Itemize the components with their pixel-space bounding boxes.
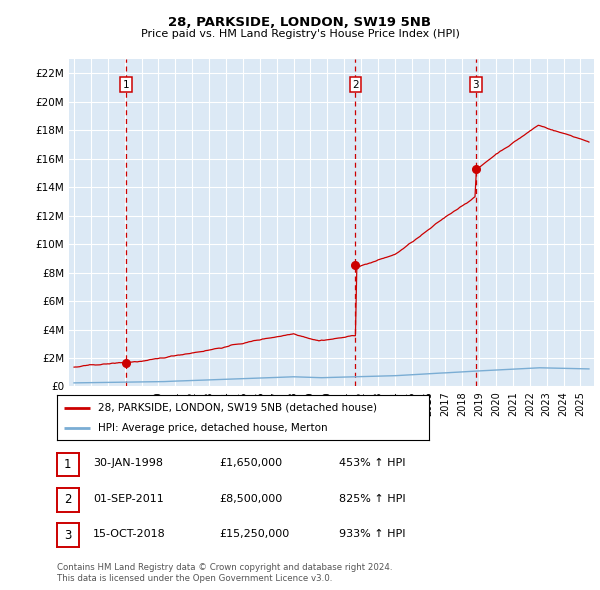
Text: £1,650,000: £1,650,000	[219, 458, 282, 468]
Text: £8,500,000: £8,500,000	[219, 494, 282, 503]
Text: 30-JAN-1998: 30-JAN-1998	[93, 458, 163, 468]
Text: 2: 2	[64, 493, 71, 506]
Text: 453% ↑ HPI: 453% ↑ HPI	[339, 458, 406, 468]
Text: Contains HM Land Registry data © Crown copyright and database right 2024.: Contains HM Land Registry data © Crown c…	[57, 563, 392, 572]
Text: 28, PARKSIDE, LONDON, SW19 5NB: 28, PARKSIDE, LONDON, SW19 5NB	[169, 16, 431, 29]
Text: 2: 2	[352, 80, 359, 90]
Text: 1: 1	[123, 80, 130, 90]
Text: 825% ↑ HPI: 825% ↑ HPI	[339, 494, 406, 503]
Text: 3: 3	[64, 529, 71, 542]
Text: This data is licensed under the Open Government Licence v3.0.: This data is licensed under the Open Gov…	[57, 573, 332, 583]
Text: 01-SEP-2011: 01-SEP-2011	[93, 494, 164, 503]
Text: 933% ↑ HPI: 933% ↑ HPI	[339, 529, 406, 539]
Text: 15-OCT-2018: 15-OCT-2018	[93, 529, 166, 539]
Text: 28, PARKSIDE, LONDON, SW19 5NB (detached house): 28, PARKSIDE, LONDON, SW19 5NB (detached…	[98, 403, 377, 412]
Text: £15,250,000: £15,250,000	[219, 529, 289, 539]
Text: Price paid vs. HM Land Registry's House Price Index (HPI): Price paid vs. HM Land Registry's House …	[140, 29, 460, 38]
Text: 3: 3	[472, 80, 479, 90]
Text: 1: 1	[64, 458, 71, 471]
Text: HPI: Average price, detached house, Merton: HPI: Average price, detached house, Mert…	[98, 424, 328, 434]
